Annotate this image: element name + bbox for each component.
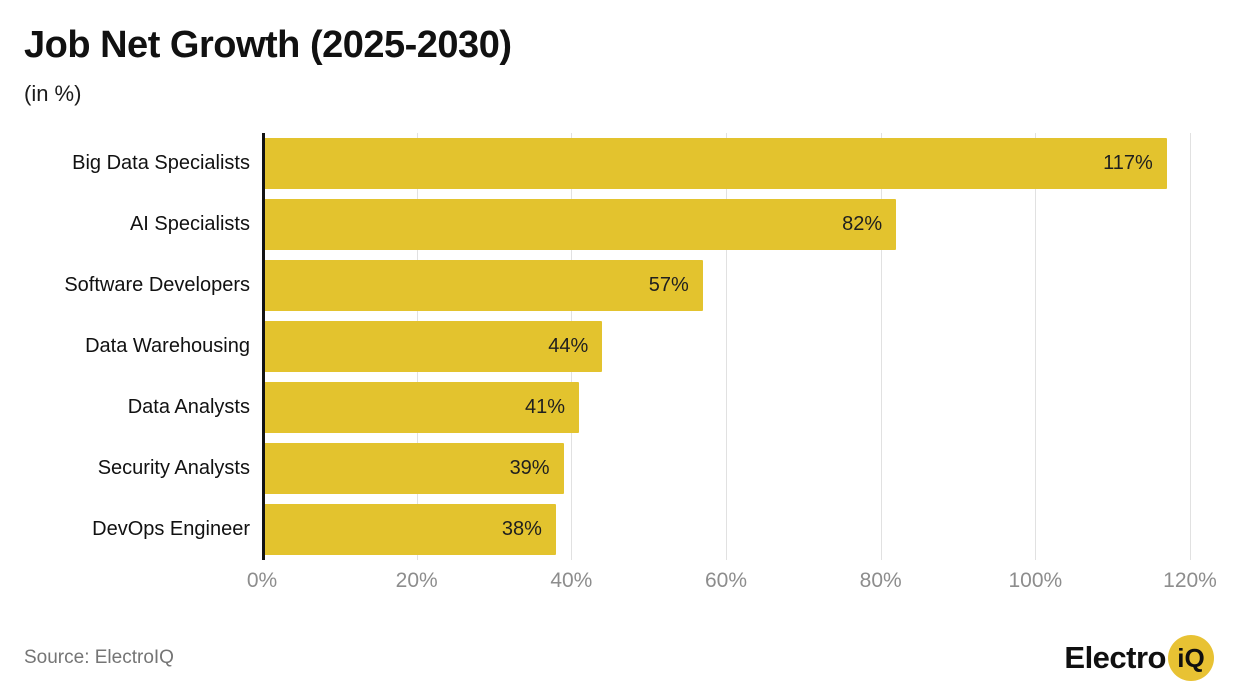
bar: 39% [262,443,564,494]
bar-value-label: 57% [648,274,689,296]
bars: 117% 82% 57% 44% 41% 39% 38% [262,133,1190,560]
bar: 57% [262,260,703,311]
bar-value-label: 82% [842,213,883,235]
bar-row: 82% [262,194,1190,255]
source-text: Source: ElectroIQ [24,647,174,668]
gridline [726,133,727,560]
electroiq-logo: Electro iQ [1064,635,1214,681]
x-tick-label: 100% [1008,569,1063,592]
logo-text-primary: Electro [1064,640,1166,675]
bar-value-label: 39% [509,457,550,479]
gridline [1190,133,1191,560]
bar-value-label: 41% [525,396,566,418]
gridline [880,133,882,560]
chart-title: Job Net Growth (2025-2030) [24,24,512,66]
category-label: AI Specialists [129,213,250,235]
bar-chart: Big Data Specialists AI Specialists Softwa… [24,133,1240,560]
x-axis: 0% 20% 40% 60% 80% 100% 120% [24,560,1240,594]
x-tick-label: 60% [704,569,748,592]
x-tick-label: 40% [550,569,593,592]
bar-row: 39% [262,438,1190,499]
footer: Source: ElectroIQ Electro iQ [0,634,1240,692]
logo-accent-badge: iQ [1168,635,1214,681]
plot-area: 117% 82% 57% 44% 41% 39% 38% [262,133,1191,560]
x-axis-ticks: 0% 20% 40% 60% 80% 100% 120% [247,560,1217,594]
category-label: Security Analysts [97,457,250,479]
category-label: Software Developers [64,274,250,296]
x-tick-label: 20% [395,569,438,592]
bar-value-label: 117% [1103,152,1153,174]
bar-row: 117% [262,133,1190,194]
bar: 38% [262,504,556,555]
bar: 41% [262,382,580,433]
x-tick-label: 0% [246,569,278,592]
chart-subtitle: (in %) [24,81,82,106]
x-tick-label: 80% [859,569,902,592]
category-label: Data Analysts [127,396,250,418]
category-label: Big Data Specialists [72,152,250,174]
bar-row: 41% [262,377,1190,438]
bar-value-label: 44% [548,335,589,357]
category-label: DevOps Engineer [92,518,250,540]
bar-row: 44% [262,316,1190,377]
x-tick-label: 120% [1163,569,1217,592]
category-label: Data Warehousing [85,335,250,357]
x-axis-spacer [24,560,262,594]
y-axis-line [262,133,265,560]
bar-row: 38% [262,499,1190,560]
bar: 82% [262,199,897,250]
bar-row: 57% [262,255,1190,316]
bar: 44% [262,321,603,372]
category-labels: Big Data Specialists AI Specialists Softwa… [24,133,262,560]
gridline [1035,133,1037,560]
bar: 117% [262,138,1167,189]
bar-value-label: 38% [501,518,542,540]
